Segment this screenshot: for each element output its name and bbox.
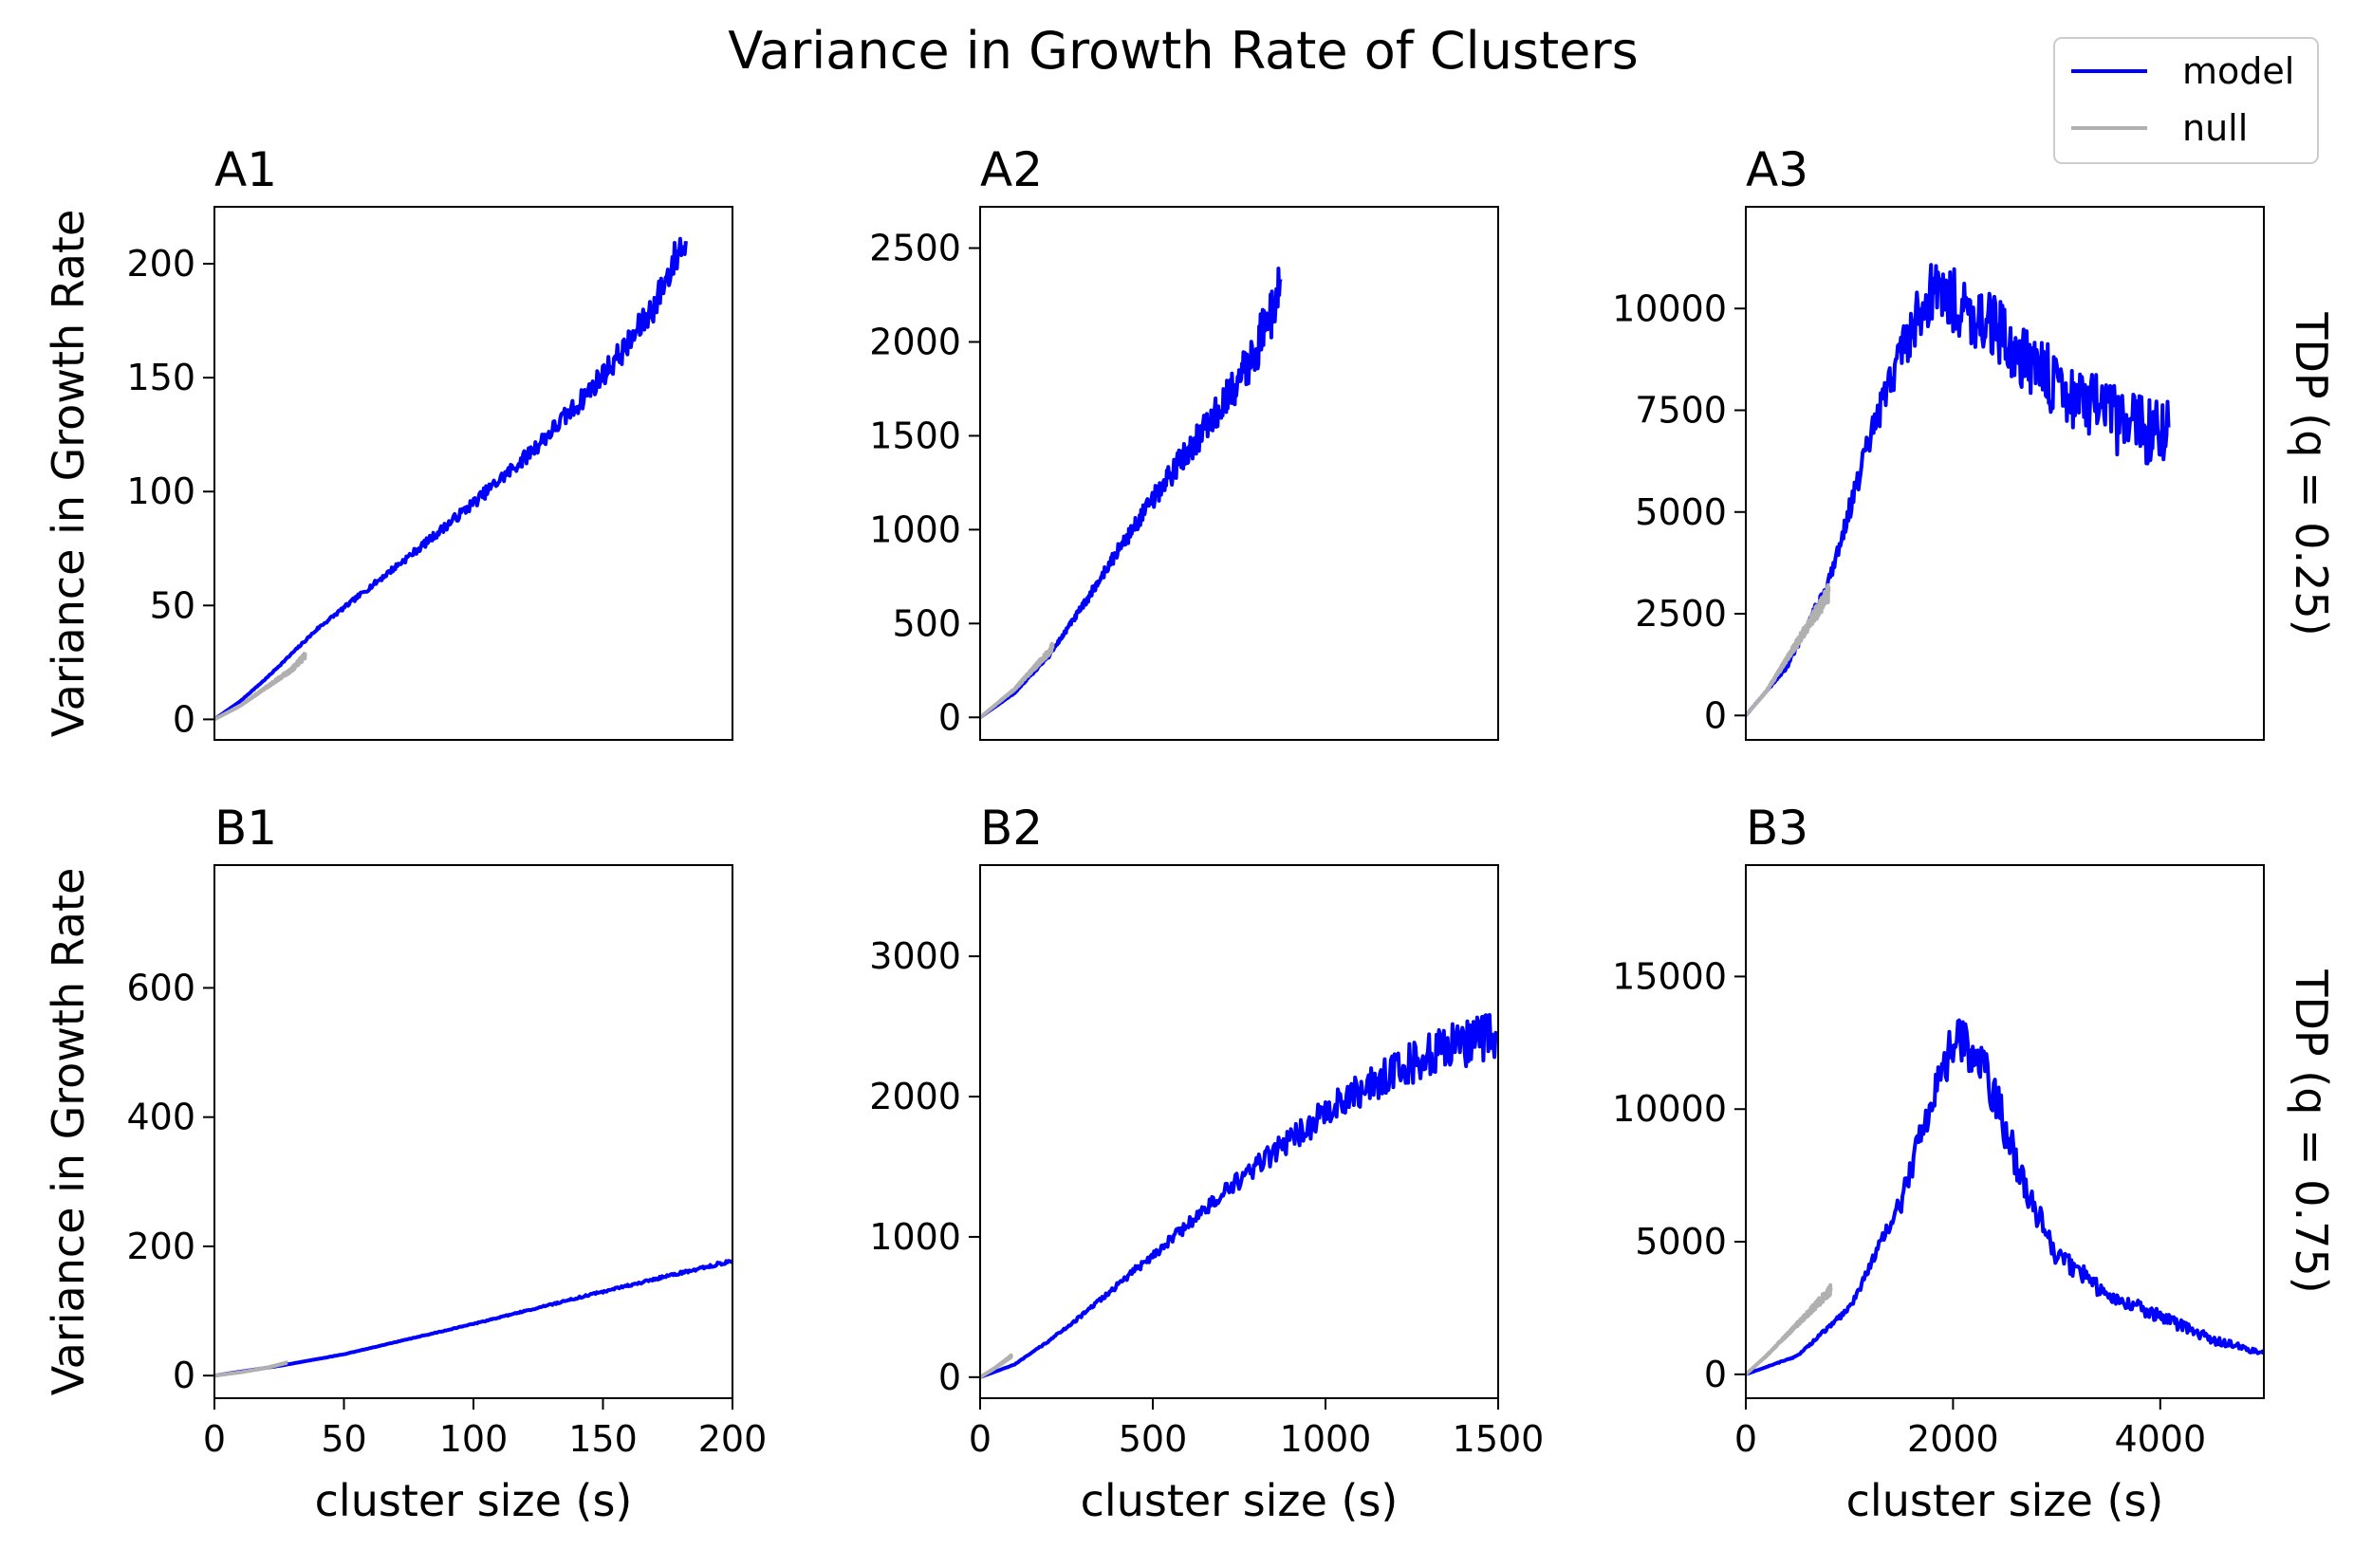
figure-title: Variance in Growth Rate of Clusters [728, 21, 1638, 81]
y-tick-label-B1-400: 400 [126, 1097, 195, 1138]
panel-title-B3: B3 [1746, 801, 1808, 856]
x-tick-label-B1-150: 150 [568, 1418, 638, 1460]
y-tick-label-B2-0: 0 [938, 1356, 961, 1398]
y-tick-label-B2-1000: 1000 [869, 1216, 961, 1258]
y-tick-label-A2-1000: 1000 [869, 508, 961, 550]
y-tick-label-A3-10000: 10000 [1612, 287, 1727, 329]
y-tick-label-B3-5000: 5000 [1635, 1221, 1727, 1263]
x-tick-label-B3-2000: 2000 [1907, 1418, 1999, 1460]
y-axis-label-B1: Variance in Growth Rate [43, 868, 94, 1396]
x-tick-label-B2-500: 500 [1119, 1418, 1188, 1460]
y-tick-label-B3-15000: 15000 [1612, 955, 1727, 997]
series-null-B1 [214, 1360, 289, 1378]
y-tick-label-A2-500: 500 [892, 602, 961, 644]
plot-area-A1 [214, 236, 688, 722]
series-model-A1 [214, 236, 688, 721]
panels: 0 50 100 150 200 A1 Variance in Growth Rate 0 50… [43, 142, 2265, 1526]
y-tick-label-B1-0: 0 [173, 1355, 195, 1396]
legend: model null [2053, 37, 2319, 164]
x-tick-label-B1-200: 200 [698, 1418, 768, 1460]
row-label-q025: TDP (q = 0.25) [2286, 311, 2337, 636]
y-tick-label-B2-3000: 3000 [869, 935, 961, 977]
y-tick-label-A2-1500: 1500 [869, 415, 961, 456]
panel-B2: 0 1000 2000 3000 0 500 1000 1500 B2 cluster size … [869, 801, 1544, 1526]
axes-frame-B1 [213, 864, 733, 1399]
x-tick-label-B1-50: 50 [321, 1418, 366, 1460]
y-tick-label-A3-2500: 2500 [1635, 593, 1727, 635]
y-tick-label-A2-2000: 2000 [869, 321, 961, 362]
series-null-A1 [214, 652, 307, 722]
y-tick-label-A1-200: 200 [126, 243, 195, 285]
y-tick-label-A1-100: 100 [126, 470, 195, 512]
panel-title-A2: A2 [980, 142, 1043, 197]
x-tick-label-B2-1500: 1500 [1453, 1418, 1545, 1460]
y-tick-label-A1-50: 50 [150, 584, 195, 626]
y-tick-label-B2-2000: 2000 [869, 1076, 961, 1117]
series-null-A2 [980, 641, 1055, 720]
x-tick-label-B3-4000: 4000 [2114, 1418, 2206, 1460]
panel-title-B1: B1 [214, 801, 277, 856]
plot-area-A2 [980, 267, 1283, 720]
panel-B1: 0 200 400 600 0 50 100 150 200 B1 cluster size (s)… [43, 801, 767, 1526]
series-null-B2 [980, 1353, 1013, 1379]
panel-A1: 0 50 100 150 200 A1 Variance in Growth Rate [43, 142, 733, 741]
panel-title-B2: B2 [980, 801, 1043, 856]
series-model-B1 [214, 1259, 732, 1378]
panel-title-A3: A3 [1746, 142, 1808, 197]
y-tick-label-B1-600: 600 [126, 967, 195, 1008]
series-model-A2 [980, 267, 1283, 719]
y-tick-label-A1-0: 0 [173, 698, 195, 740]
axes-frame-B3 [1745, 864, 2265, 1399]
legend-label-model: model [2182, 50, 2294, 92]
y-tick-label-A3-5000: 5000 [1635, 491, 1727, 533]
x-axis-label-B2: cluster size (s) [1081, 1475, 1399, 1526]
y-tick-label-B3-0: 0 [1704, 1354, 1727, 1395]
plot-area-B2 [980, 1013, 1498, 1379]
plot-area-B1 [214, 1259, 732, 1378]
x-tick-label-B3-0: 0 [1734, 1418, 1757, 1460]
series-null-A3 [1746, 582, 1831, 717]
y-tick-label-A2-2500: 2500 [869, 228, 961, 269]
series-model-A3 [1746, 263, 2171, 717]
axes-frame-A2 [979, 206, 1499, 741]
panel-B3: 0 5000 10000 15000 0 2000 4000 B3 cluster size (… [1612, 801, 2265, 1526]
axes-frame-B2 [979, 864, 1499, 1399]
x-axis-label-B1: cluster size (s) [315, 1475, 633, 1526]
y-tick-label-A2-0: 0 [938, 696, 961, 738]
panel-A2: 0 500 1000 1500 2000 2500 A2 [869, 142, 1499, 741]
y-tick-label-B3-10000: 10000 [1612, 1088, 1727, 1130]
y-tick-label-A1-150: 150 [126, 357, 195, 398]
y-axis-label-A1: Variance in Growth Rate [43, 210, 94, 738]
plot-area-B3 [1746, 1018, 2264, 1376]
series-model-B2 [980, 1013, 1498, 1379]
x-tick-label-B1-100: 100 [439, 1418, 509, 1460]
x-tick-label-B2-0: 0 [969, 1418, 992, 1460]
x-axis-label-B3: cluster size (s) [1846, 1475, 2164, 1526]
y-tick-label-A3-0: 0 [1704, 694, 1727, 736]
x-tick-label-B1-0: 0 [203, 1418, 226, 1460]
series-null-B3 [1746, 1282, 1833, 1376]
y-tick-label-A3-7500: 7500 [1635, 390, 1727, 432]
row-label-q075: TDP (q = 0.75) [2286, 968, 2337, 1293]
plot-area-A3 [1746, 263, 2171, 717]
y-tick-label-B1-200: 200 [126, 1226, 195, 1267]
series-model-B3 [1746, 1018, 2264, 1376]
panel-A3: 0 2500 5000 7500 10000 A3 [1612, 142, 2265, 741]
axes-frame-A1 [213, 206, 733, 741]
legend-label-null: null [2182, 107, 2248, 149]
panel-title-A1: A1 [214, 142, 277, 197]
x-tick-label-B2-1000: 1000 [1280, 1418, 1372, 1460]
axes-frame-A3 [1745, 206, 2265, 741]
